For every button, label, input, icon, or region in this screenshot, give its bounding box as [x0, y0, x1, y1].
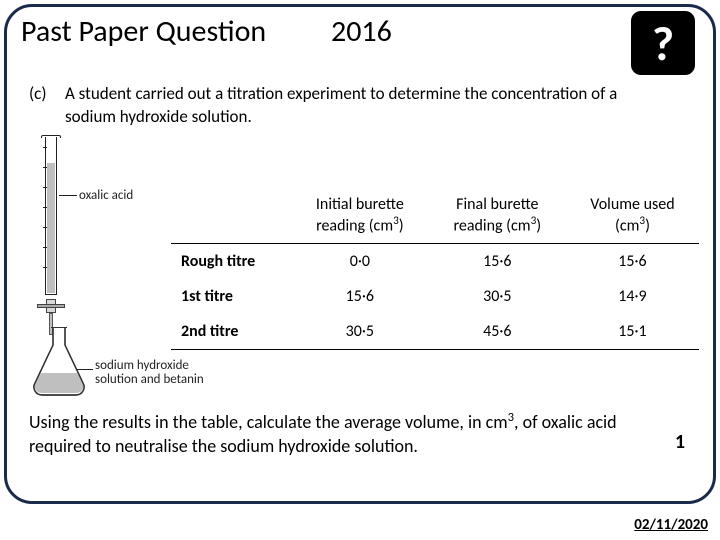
table-row: 2nd titre 30·5 45·6 15·1: [171, 314, 699, 350]
cell: 15·1: [566, 314, 699, 350]
prompt-text: Using the results in the table, calculat…: [29, 409, 663, 459]
label-pointer: [59, 195, 77, 196]
label-pointer: [77, 369, 93, 370]
cell: 0·0: [291, 244, 429, 280]
stopcock-handle: [37, 304, 65, 308]
burette-tick: [43, 267, 47, 268]
hdr-close: ): [645, 216, 650, 235]
footer-date: 02/11/2020: [634, 516, 708, 534]
hdr-line1: Final burette: [456, 195, 538, 214]
burette-liquid: [47, 163, 55, 293]
cell: 14·9: [566, 279, 699, 314]
question-prompt: Using the results in the table, calculat…: [29, 409, 691, 459]
cell: 15·6: [291, 279, 429, 314]
hdr-close: ): [536, 216, 541, 235]
burette-tick: [43, 227, 47, 228]
question-text: A student carried out a titration experi…: [65, 83, 699, 129]
hdr-line2: (cm: [615, 216, 639, 235]
cell: 15·6: [566, 244, 699, 280]
page-title: Past Paper Question: [21, 13, 331, 50]
hdr-line1: Initial burette: [316, 195, 404, 214]
row-label: 2nd titre: [171, 314, 291, 350]
results-table: Initial burette reading (cm3) Final bure…: [171, 187, 699, 350]
cell: 30·5: [429, 279, 566, 314]
burette: [45, 137, 57, 295]
row-label: Rough titre: [171, 244, 291, 280]
slide-frame: Past Paper Question 2016 ? (c) A student…: [4, 4, 716, 504]
conical-flask: [25, 327, 93, 397]
table-header-row: Initial burette reading (cm3) Final bure…: [171, 187, 699, 244]
question-part-label: (c): [29, 83, 55, 129]
cell: 15·6: [429, 244, 566, 280]
burette-tick: [43, 207, 47, 208]
hdr-line2: reading (cm: [316, 216, 393, 235]
col-header-initial: Initial burette reading (cm3): [291, 187, 429, 244]
prompt-pre: Using the results in the table, calculat…: [29, 411, 508, 433]
flask-label: sodium hydroxide solution and betanin: [95, 359, 215, 388]
mark-allocation: 1: [675, 429, 691, 458]
apparatus-diagram: oxalic acid sodium hydroxide solution an…: [21, 137, 161, 397]
question-stem: (c) A student carried out a titration ex…: [29, 83, 699, 129]
hdr-line2: reading (cm: [454, 216, 531, 235]
row-label: 1st titre: [171, 279, 291, 314]
burette-tick: [43, 147, 47, 148]
year-label: 2016: [331, 13, 451, 50]
col-header-final: Final burette reading (cm3): [429, 187, 566, 244]
cell: 30·5: [291, 314, 429, 350]
cell: 45·6: [429, 314, 566, 350]
stopcock: [39, 299, 63, 313]
hdr-line1: Volume used: [590, 195, 674, 214]
hdr-close: ): [399, 216, 404, 235]
content-row: oxalic acid sodium hydroxide solution an…: [21, 137, 699, 397]
burette-tick: [43, 167, 47, 168]
burette-tick: [43, 247, 47, 248]
table-row: 1st titre 15·6 30·5 14·9: [171, 279, 699, 314]
col-header-blank: [171, 187, 291, 244]
results-table-wrap: Initial burette reading (cm3) Final bure…: [171, 187, 699, 350]
burette-tick: [43, 187, 47, 188]
burette-label: oxalic acid: [79, 189, 133, 203]
question-mark-icon: ?: [631, 11, 695, 75]
col-header-volume: Volume used (cm3): [566, 187, 699, 244]
header: Past Paper Question 2016 ?: [21, 13, 699, 75]
table-row: Rough titre 0·0 15·6 15·6: [171, 244, 699, 280]
